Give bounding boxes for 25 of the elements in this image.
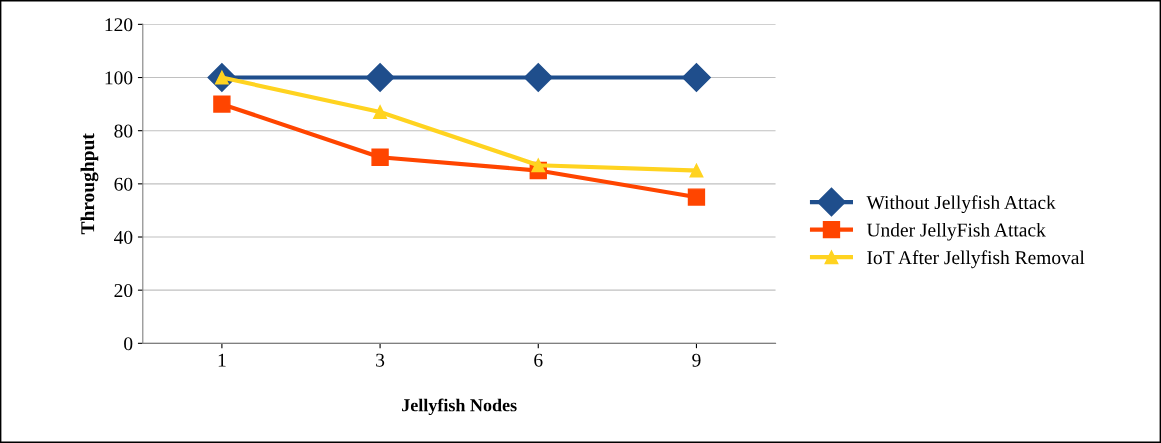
y-tick-label: 120 (105, 18, 133, 32)
point (373, 105, 388, 120)
legend-label: Under JellyFish Attack (866, 222, 1046, 241)
y-tick-label: 0 (124, 337, 133, 351)
x-tick-label: 9 (692, 353, 701, 367)
y-axis-title: Throughput (80, 133, 99, 235)
point (213, 95, 231, 113)
legend-label: Without Jellyfish Attack (866, 195, 1056, 214)
point (371, 148, 389, 166)
y-tick-label: 60 (114, 177, 133, 191)
x-axis-title: Jellyfish Nodes (402, 398, 517, 416)
point (531, 158, 546, 173)
y-tick-label: 80 (114, 124, 133, 138)
y-tick-label: 20 (114, 283, 133, 298)
y-tick-label: 100 (105, 71, 133, 85)
y-tick-label: 40 (114, 230, 133, 244)
legend-label: IoT After Jellyfish Removal (867, 250, 1085, 269)
point (365, 63, 395, 92)
x-tick-label: 1 (218, 353, 226, 367)
point (687, 188, 706, 206)
x-tick-label: 3 (376, 353, 385, 367)
point (523, 63, 553, 92)
point (689, 163, 704, 178)
point (682, 63, 711, 92)
x-tick-label: 6 (534, 353, 543, 367)
